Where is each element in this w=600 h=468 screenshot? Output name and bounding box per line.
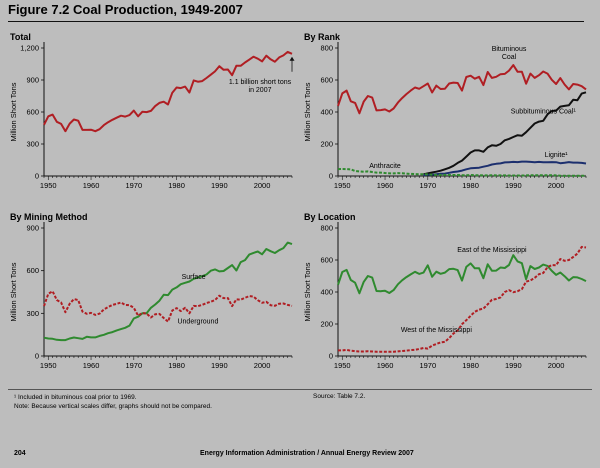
y-axis-label: Million Short Tons	[9, 262, 18, 321]
panel-title: Total	[10, 32, 31, 42]
annotation-label: 1.1 billion short tons	[229, 79, 292, 86]
footnotes: ¹ Included in bituminous coal prior to 1…	[14, 393, 212, 411]
annotation-label: Coal	[502, 54, 517, 61]
annotation-label: Surface	[182, 274, 206, 281]
y-tick-label: 600	[320, 256, 333, 265]
annotation-label: Lignite¹	[545, 152, 569, 159]
chart-total: Total Million Short Tons 0 300 600 900 1,200 19…	[9, 32, 295, 190]
y-tick-label: 900	[26, 224, 39, 233]
x-tick-label: 1970	[125, 361, 142, 370]
annotation-label: East of the Mississippi	[457, 247, 527, 254]
y-axis-label: Million Short Tons	[303, 262, 312, 321]
x-tick-label: 1950	[334, 181, 351, 190]
page-number: 204	[14, 450, 26, 457]
series-line-bituminous-coal	[337, 64, 587, 115]
y-tick-label: 600	[26, 108, 39, 117]
x-tick-label: 2000	[254, 361, 271, 370]
y-tick-label: 200	[320, 320, 333, 329]
annotation-label: Bituminous	[492, 46, 527, 53]
panel-title: By Mining Method	[10, 212, 88, 222]
series-line-east-of-the-mississippi	[337, 254, 587, 295]
x-tick-label: 1990	[505, 361, 522, 370]
y-tick-label: 900	[26, 76, 39, 85]
series-line-anthracite	[337, 168, 586, 177]
x-tick-label: 1980	[462, 181, 479, 190]
annotation-label: in 2007	[249, 87, 272, 94]
x-tick-label: 1960	[377, 181, 394, 190]
y-tick-label: 0	[35, 352, 39, 361]
x-tick-label: 1950	[334, 361, 351, 370]
y-tick-label: 0	[329, 352, 333, 361]
y-axis-label: Million Short Tons	[9, 82, 18, 141]
chart-by-rank: By Rank Million Short Tons 0 200 400 600 800 19…	[303, 32, 587, 190]
y-tick-label: 0	[35, 172, 39, 181]
series-line-subbituminous-coal	[423, 91, 587, 176]
x-tick-label: 2000	[548, 361, 565, 370]
x-tick-label: 1970	[419, 361, 436, 370]
x-tick-label: 1960	[83, 181, 100, 190]
x-tick-label: 1990	[211, 361, 228, 370]
x-tick-label: 1970	[125, 181, 142, 190]
y-tick-label: 600	[320, 76, 333, 85]
panel-title: By Rank	[304, 32, 341, 42]
x-tick-label: 1980	[168, 181, 185, 190]
title-rule	[8, 21, 584, 22]
annotation-arrowhead	[289, 56, 295, 61]
source-note: Source: Table 7.2.	[313, 393, 366, 400]
x-tick-label: 2000	[548, 181, 565, 190]
y-tick-label: 0	[329, 172, 333, 181]
annotation-label: Subbituminous Coal¹	[511, 109, 577, 116]
y-tick-label: 800	[320, 224, 333, 233]
annotation-label: Anthracite	[369, 163, 401, 170]
x-tick-label: 1950	[40, 361, 57, 370]
chart-by-mining-method: By Mining Method Million Short Tons 0 300 60…	[9, 212, 293, 370]
chart-by-location: By Location Million Short Tons 0 200 400 600 8…	[303, 212, 587, 370]
y-tick-label: 1,200	[20, 44, 39, 53]
x-tick-label: 2000	[254, 181, 271, 190]
y-tick-label: 600	[26, 266, 39, 275]
x-tick-label: 1950	[40, 181, 57, 190]
panel-title: By Location	[304, 212, 356, 222]
x-tick-label: 1970	[419, 181, 436, 190]
y-tick-label: 400	[320, 108, 333, 117]
x-tick-label: 1980	[462, 361, 479, 370]
series-line-surface	[43, 241, 293, 342]
y-axis-label: Million Short Tons	[303, 82, 312, 141]
x-tick-label: 1990	[505, 181, 522, 190]
y-tick-label: 800	[320, 44, 333, 53]
series-line-underground	[43, 290, 293, 323]
y-tick-label: 200	[320, 140, 333, 149]
x-tick-label: 1960	[377, 361, 394, 370]
y-tick-label: 300	[26, 140, 39, 149]
y-tick-label: 300	[26, 309, 39, 318]
figure-title: Figure 7.2 Coal Production, 1949-2007	[8, 2, 243, 17]
x-tick-label: 1990	[211, 181, 228, 190]
annotation-label: West of the Mississippi	[401, 327, 473, 334]
series-line-total	[43, 50, 293, 133]
footer-rule	[8, 389, 592, 390]
x-tick-label: 1980	[168, 361, 185, 370]
y-tick-label: 400	[320, 288, 333, 297]
x-tick-label: 1960	[83, 361, 100, 370]
footnote-note: Note: Because vertical scales differ, gr…	[14, 403, 212, 410]
footnote-1: ¹ Included in bituminous coal prior to 1…	[14, 394, 137, 401]
series-line-west-of-the-mississippi	[338, 245, 587, 353]
publisher-line: Energy Information Administration / Annu…	[200, 450, 414, 457]
annotation-label: Underground	[177, 318, 218, 325]
series-line-lignite	[423, 160, 587, 177]
